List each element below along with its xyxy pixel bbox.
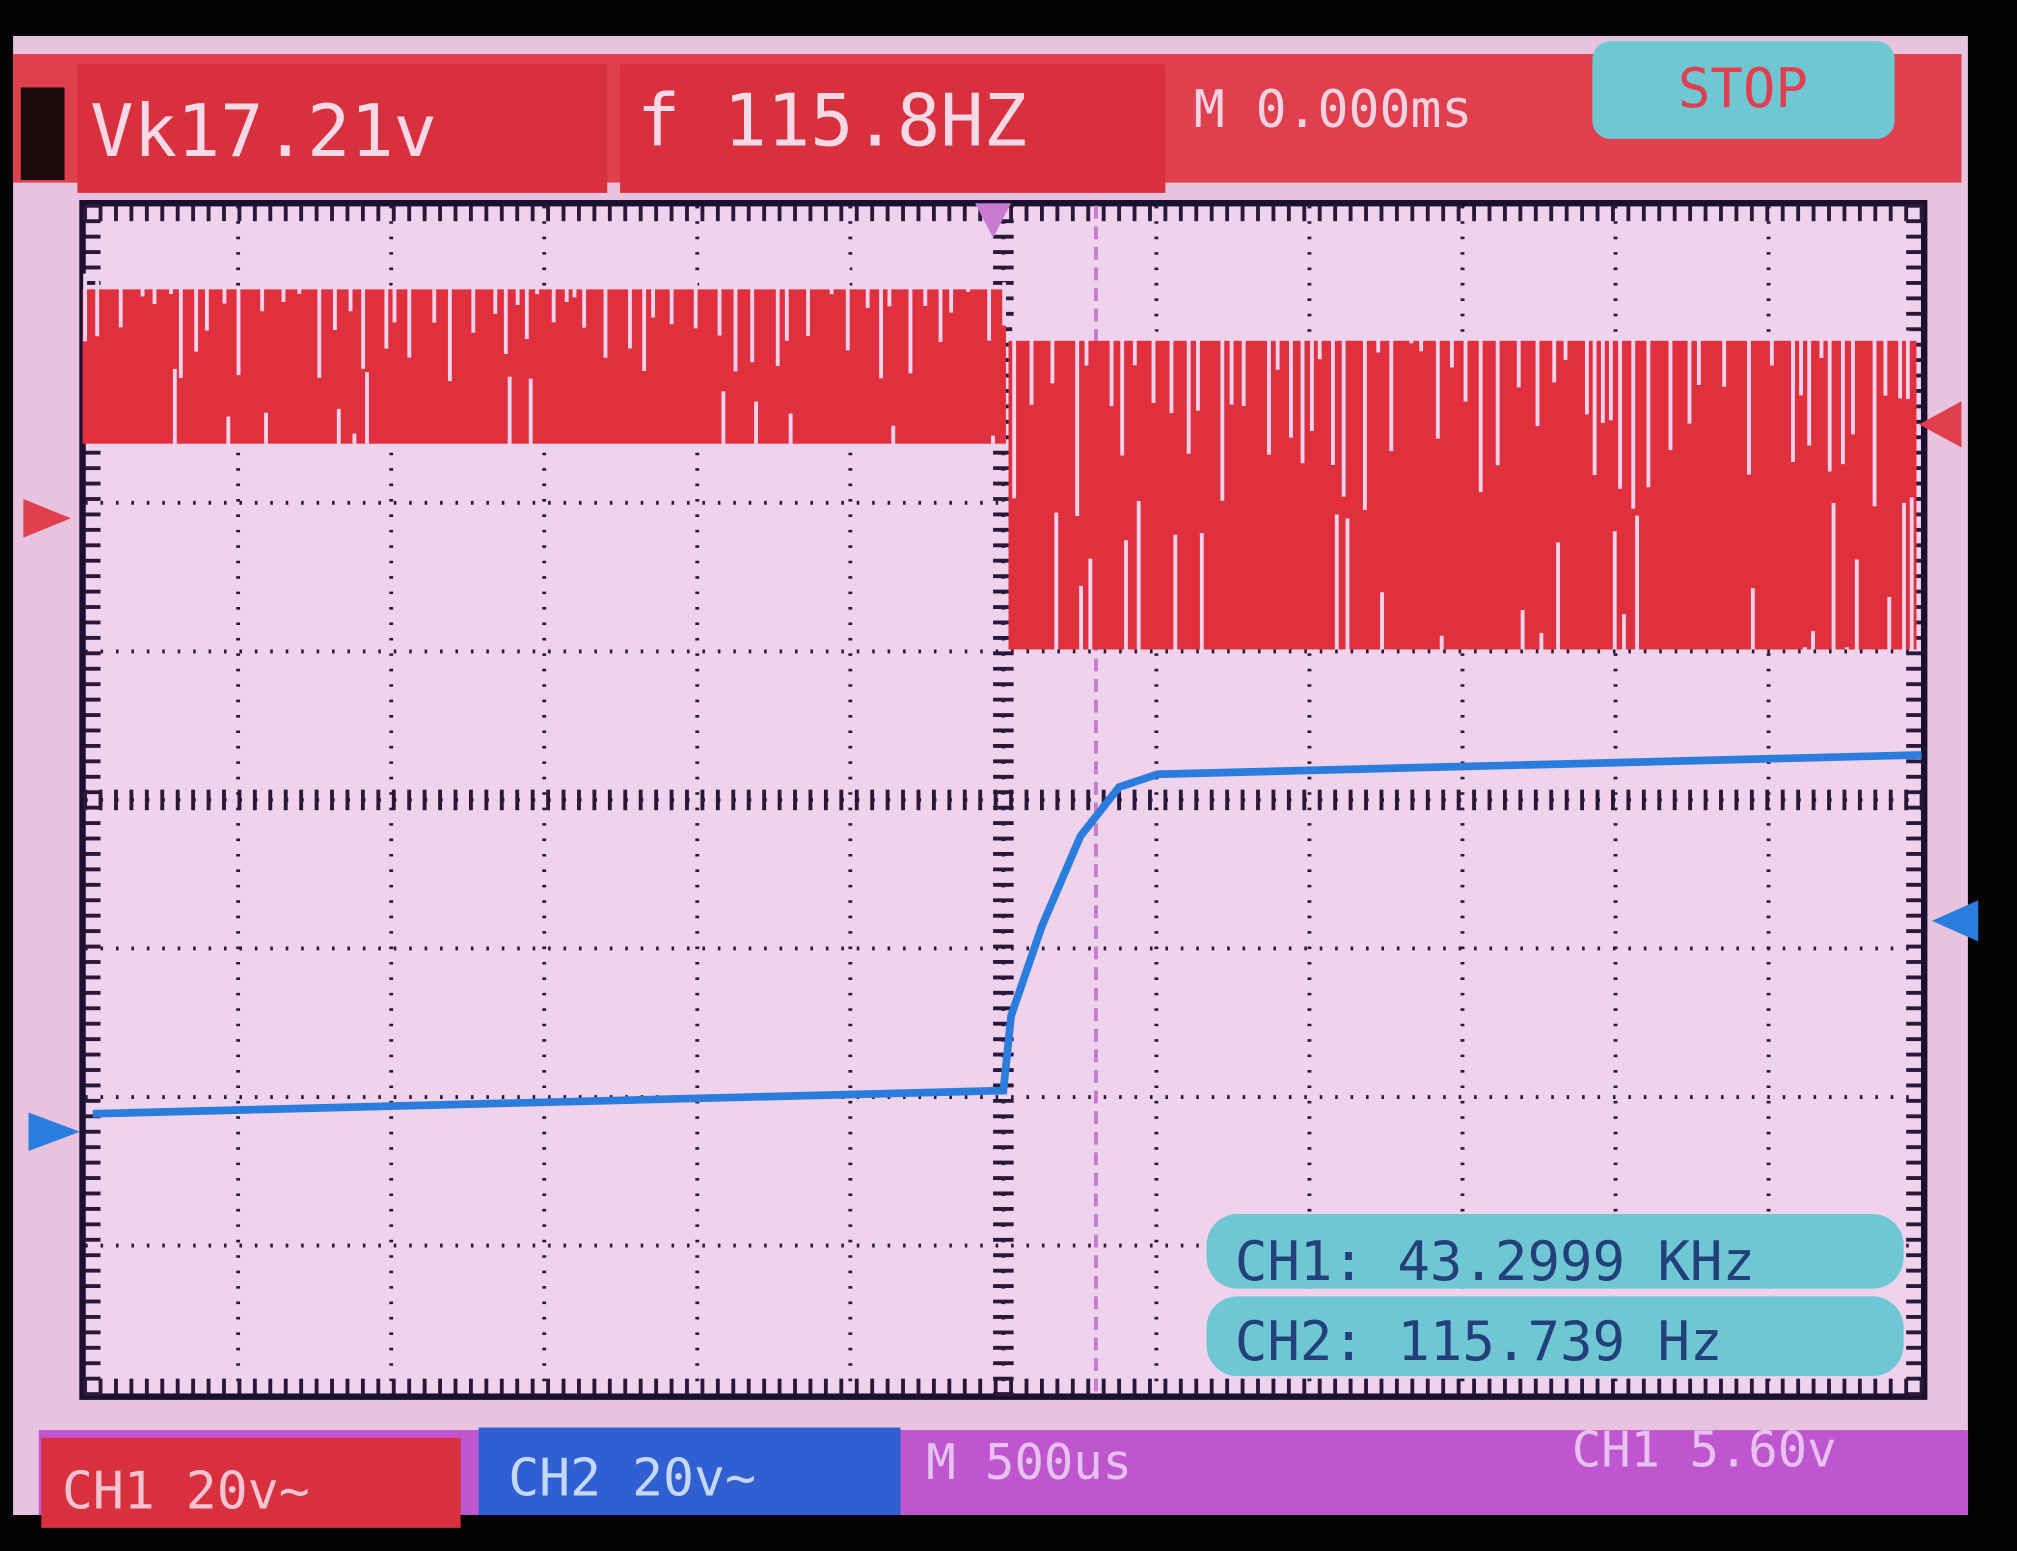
peak-voltage: Vk17.21v [90,89,437,173]
battery-icon [20,87,65,181]
ch2-trace [92,751,1922,1118]
run-state-badge [1592,41,1895,139]
trigger-position-marker [975,203,1012,238]
ch2-marker [28,1112,80,1152]
trigger-level: CH1 5.60v [1572,1421,1837,1478]
frequency: f 115.8HZ [637,79,1027,163]
measurement-box [1206,1214,1904,1289]
status-cell [77,64,608,193]
measurement: CH1: 43.2999 KHz [1235,1230,1755,1293]
run-state: STOP [1678,57,1808,120]
ch2-scale-cell [478,1427,901,1515]
ch1-trace [1008,340,1917,650]
ch1-scale: CH1 20v~ [62,1461,310,1521]
status-cell [620,64,1166,193]
ch2-level-marker [1931,900,1979,942]
measurement-box [1206,1296,1904,1377]
time-offset: M 0.000ms [1194,80,1473,140]
timebase: M 500us [926,1434,1132,1491]
ch1-trace [82,289,1006,444]
ch2-scale: CH2 20v~ [508,1449,756,1509]
trigger-level-marker [1919,401,1962,448]
waveforms [82,257,1922,1118]
ch1-marker [23,498,71,538]
measurement: CH2: 115.739 Hz [1235,1310,1723,1373]
grid [83,203,1924,1397]
ch1-scale-cell [41,1437,461,1528]
